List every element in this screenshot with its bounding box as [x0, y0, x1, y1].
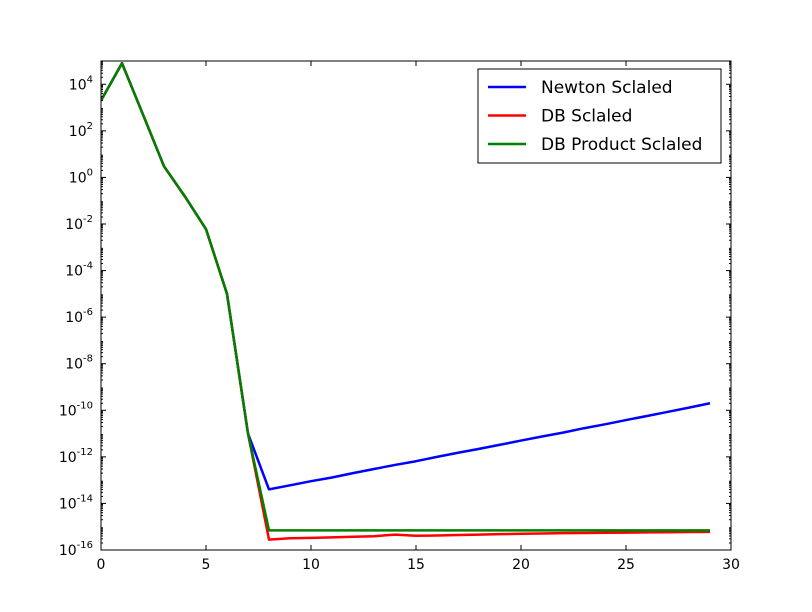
y-tick-label: 10-6: [65, 307, 93, 326]
y-tick-label: 102: [69, 121, 93, 140]
x-tick-label: 20: [512, 557, 530, 573]
x-tick-label: 5: [202, 557, 211, 573]
y-axis-ticks: 10-16 10-14 10-12 10-10 10-8 10-6 10-4 10-2 100 1…: [59, 61, 731, 559]
y-tick-label: 104: [69, 74, 93, 93]
x-tick-label: 0: [97, 557, 106, 573]
x-axis-ticks: 0 5 10 15 20 25 30: [97, 61, 740, 573]
legend-entries: Newton Sclaled DB Sclaled DB Product Sclal…: [488, 78, 702, 155]
y-tick-label: 10-4: [65, 261, 93, 280]
x-tick-label: 25: [617, 557, 635, 573]
y-tick-label: 10-10: [59, 400, 93, 419]
series-line-3: [101, 62, 710, 532]
x-tick-label: 30: [722, 557, 740, 573]
legend-label: DB Product Sclaled: [541, 135, 702, 155]
y-tick-label: 10-2: [65, 214, 93, 233]
x-tick-label: 15: [407, 557, 425, 573]
y-tick-label: 10-8: [65, 354, 93, 373]
legend-label: Newton Sclaled: [541, 78, 673, 98]
legend-label: DB Sclaled: [541, 107, 632, 127]
series-layer: [101, 62, 711, 541]
x-tick-label: 10: [302, 557, 320, 573]
y-tick-label: 100: [69, 167, 93, 186]
y-tick-label: 10-16: [59, 540, 93, 559]
y-tick-label: 10-12: [59, 447, 93, 466]
legend: Newton Sclaled DB Sclaled DB Product Sclal…: [477, 68, 722, 164]
y-tick-label: 10-14: [59, 493, 93, 512]
